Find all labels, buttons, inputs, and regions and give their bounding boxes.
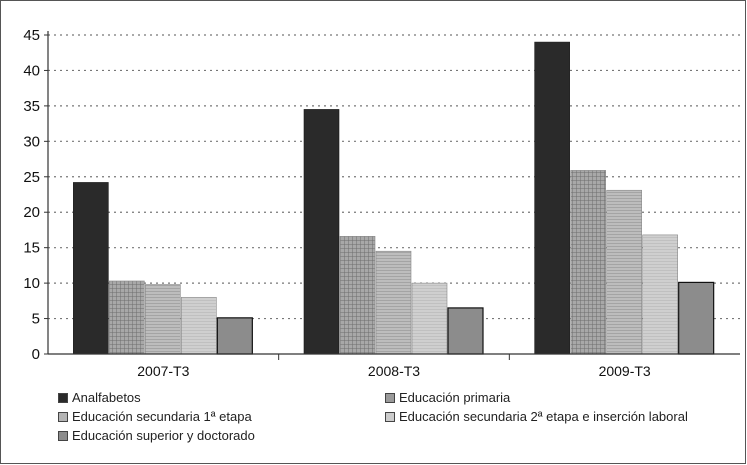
bar-analfabetos-2009-t3 xyxy=(534,41,570,355)
y-tick-label: 30 xyxy=(23,133,40,150)
x-category-label: 2007-T3 xyxy=(137,363,189,379)
legend-label-analfabetos: Analfabetos xyxy=(72,390,141,405)
bar-educaci-n-superior-y-doctorado-2009-t3 xyxy=(678,281,715,355)
bar-analfabetos-2008-t3 xyxy=(303,109,340,355)
legend-swatch-secundaria-1 xyxy=(58,411,68,422)
legend-item-secundaria-1: Educación secundaria 1ª etapa xyxy=(58,409,252,424)
legend-item-secundaria-2: Educación secundaria 2ª etapa e inserció… xyxy=(385,409,688,424)
legend-swatch-primaria xyxy=(385,392,395,403)
bar-educaci-n-secundaria-2-etapa-e-inserci-n-laboral-2007-t3 xyxy=(181,296,217,355)
y-tick-label: 15 xyxy=(23,240,40,257)
y-tick-label: 0 xyxy=(32,346,40,363)
legend-item-primaria: Educación primaria xyxy=(385,390,510,405)
legend-swatch-analfabetos xyxy=(58,392,68,403)
x-category-label: 2008-T3 xyxy=(368,363,420,379)
y-tick-label: 5 xyxy=(32,311,40,328)
bar-educaci-n-primaria-2009-t3 xyxy=(570,170,606,355)
y-tick-label: 40 xyxy=(23,62,40,79)
bar-educaci-n-secundaria-1-etapa-2009-t3 xyxy=(606,189,642,355)
y-tick-label: 35 xyxy=(23,98,40,115)
legend-label-secundaria-1: Educación secundaria 1ª etapa xyxy=(72,409,252,424)
x-category-label: 2009-T3 xyxy=(599,363,651,379)
legend-item-superior: Educación superior y doctorado xyxy=(58,428,255,443)
y-tick-label: 45 xyxy=(23,27,40,44)
y-tick-label: 20 xyxy=(23,204,40,221)
bar-analfabetos-2007-t3 xyxy=(73,182,109,355)
bar-educaci-n-secundaria-1-etapa-2008-t3 xyxy=(375,250,412,355)
bar-educaci-n-secundaria-2-etapa-e-inserci-n-laboral-2009-t3 xyxy=(642,234,678,355)
bar-educaci-n-primaria-2008-t3 xyxy=(339,236,376,355)
legend-label-secundaria-2: Educación secundaria 2ª etapa e inserció… xyxy=(399,409,688,424)
bar-educaci-n-superior-y-doctorado-2008-t3 xyxy=(447,307,484,355)
legend-swatch-secundaria-2 xyxy=(385,411,395,422)
bar-educaci-n-primaria-2007-t3 xyxy=(109,280,145,355)
y-tick-label: 25 xyxy=(23,169,40,186)
legend-swatch-superior xyxy=(58,430,68,441)
legend-label-superior: Educación superior y doctorado xyxy=(72,428,255,443)
bar-educaci-n-superior-y-doctorado-2007-t3 xyxy=(216,317,253,355)
bar-educaci-n-secundaria-1-etapa-2007-t3 xyxy=(145,284,181,355)
y-tick-label: 10 xyxy=(23,275,40,292)
bar-educaci-n-secundaria-2-etapa-e-inserci-n-laboral-2008-t3 xyxy=(411,282,448,355)
legend-label-primaria: Educación primaria xyxy=(399,390,511,405)
legend-item-analfabetos: Analfabetos xyxy=(58,390,141,405)
